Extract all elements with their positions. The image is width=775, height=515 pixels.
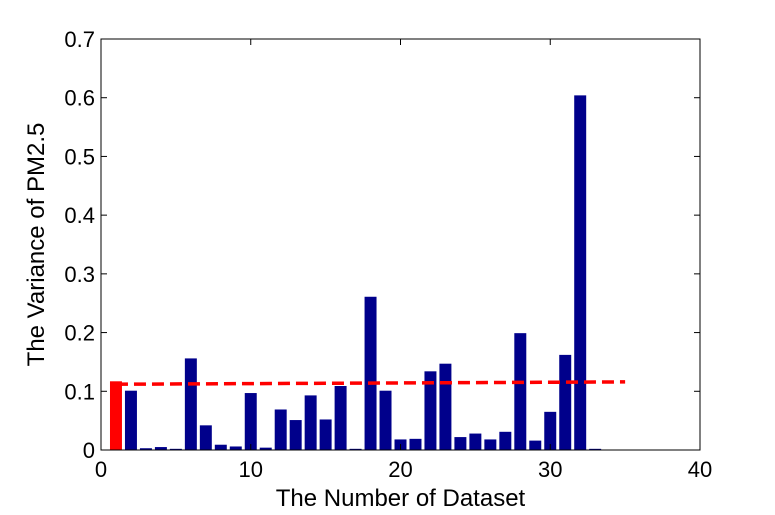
bar — [484, 439, 497, 450]
y-tick-label: 0.1 — [64, 379, 95, 404]
bar — [319, 419, 332, 450]
x-tick-label: 0 — [95, 457, 107, 482]
bar — [589, 448, 602, 450]
bar — [124, 390, 137, 450]
bar — [364, 296, 377, 450]
y-tick-label: 0.2 — [64, 321, 95, 346]
bar — [289, 420, 302, 450]
bar — [499, 431, 512, 450]
bars-group — [109, 95, 602, 451]
y-axis-title: The Variance of PM2.5 — [23, 123, 50, 367]
y-tick-label: 0.6 — [64, 86, 95, 111]
bar — [469, 433, 482, 450]
reference-dashed-line — [115, 380, 626, 386]
y-tick-label: 0 — [83, 438, 95, 463]
bar — [169, 448, 182, 450]
bar — [334, 386, 347, 450]
bar — [304, 395, 317, 450]
highlighted-bar — [109, 381, 122, 450]
y-tick-label: 0.3 — [64, 262, 95, 287]
bar — [259, 447, 272, 450]
bar — [139, 448, 152, 450]
bar — [544, 411, 557, 450]
bar — [529, 440, 542, 450]
y-tick-label: 0.5 — [64, 144, 95, 169]
bar — [559, 354, 572, 450]
x-tick-label: 30 — [538, 457, 562, 482]
bar — [454, 437, 467, 450]
bar — [214, 444, 227, 450]
bar — [199, 425, 212, 450]
bar — [574, 95, 587, 451]
bar — [409, 438, 422, 450]
bar — [379, 390, 392, 450]
bar — [184, 358, 197, 450]
bar — [154, 447, 167, 450]
x-axis-title: The Number of Dataset — [276, 485, 526, 512]
x-tick-label: 40 — [688, 457, 712, 482]
bar — [274, 409, 287, 450]
x-tick-label: 10 — [239, 457, 263, 482]
y-tick-label: 0.7 — [64, 27, 95, 52]
x-tick-label: 20 — [388, 457, 412, 482]
bar — [514, 333, 527, 450]
reference-line-group — [115, 380, 626, 386]
bar — [424, 371, 437, 450]
y-tick-label: 0.4 — [64, 203, 95, 228]
bar — [229, 446, 242, 450]
ticks-group: 0 10 20 30 40 0 0.1 0.2 0.3 0.4 0.5 0.6 0.7 — [64, 27, 712, 482]
bar — [244, 393, 257, 450]
bar — [349, 448, 362, 450]
bar — [439, 363, 452, 450]
